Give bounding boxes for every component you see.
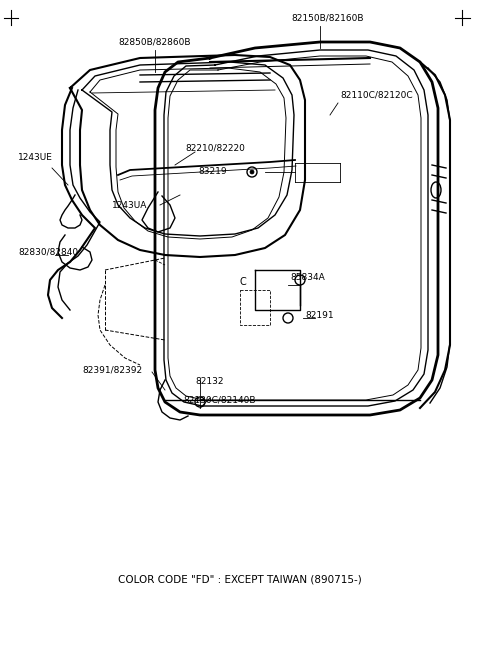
Text: C: C xyxy=(240,277,247,287)
Text: 82830/82840: 82830/82840 xyxy=(18,248,78,256)
Text: 1243UA: 1243UA xyxy=(112,200,147,210)
Text: 82210/82220: 82210/82220 xyxy=(185,143,245,152)
Circle shape xyxy=(295,275,305,285)
Text: 82150B/82160B: 82150B/82160B xyxy=(292,14,364,22)
Text: 82850B/82860B: 82850B/82860B xyxy=(119,37,191,47)
Circle shape xyxy=(250,170,254,174)
Text: 82391/82392: 82391/82392 xyxy=(82,365,142,374)
Text: 83219: 83219 xyxy=(198,168,227,177)
Text: 85834A: 85834A xyxy=(290,273,325,283)
Text: 82110C/82120C: 82110C/82120C xyxy=(340,91,413,99)
Text: 1243UE: 1243UE xyxy=(18,154,53,162)
Text: 82132: 82132 xyxy=(196,378,224,386)
Text: 82191: 82191 xyxy=(305,311,334,319)
Text: COLOR CODE "FD" : EXCEPT TAIWAN (890715-): COLOR CODE "FD" : EXCEPT TAIWAN (890715-… xyxy=(118,575,362,585)
Text: 82130C/82140B: 82130C/82140B xyxy=(184,396,256,405)
Circle shape xyxy=(247,167,257,177)
